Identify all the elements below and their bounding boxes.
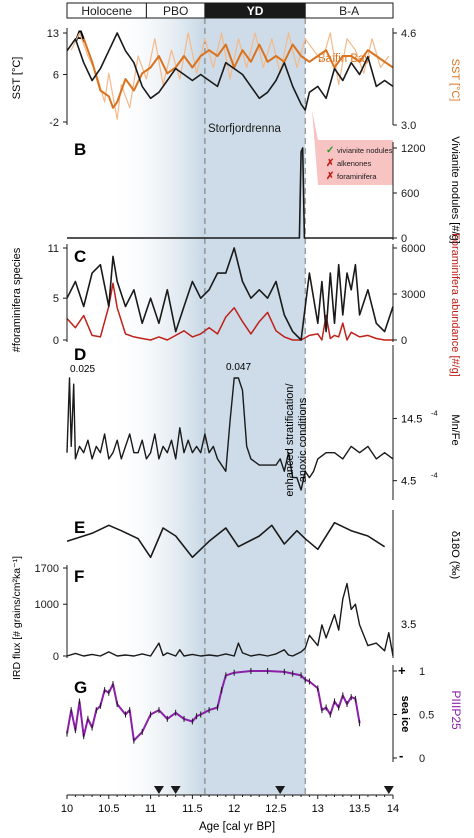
panel-g-right-tick-0: 1: [419, 666, 425, 678]
x-tick-label: 14: [387, 803, 399, 815]
foram-species-line: [66, 247, 394, 341]
storfjordrenna-label: Storfjordrenna: [208, 123, 281, 135]
panel-b-letter: B: [74, 140, 86, 159]
panel-a-right-label: SST [°C]: [449, 59, 461, 102]
panel-f-left-tick-2: 0: [53, 651, 59, 663]
period-header: Holocene PBO YD B-A: [66, 2, 394, 19]
d18o-line: [66, 521, 386, 559]
panel-d-letter: D: [74, 345, 86, 364]
ird-flux-line: [66, 582, 394, 657]
anoxic-annotation-line-2: anoxic conditions: [297, 397, 309, 482]
period-label-holocene: Holocene: [81, 4, 132, 18]
legend-label-2: foraminifera: [337, 172, 377, 181]
panel-c-left-tick-0: 11: [48, 243, 59, 255]
x-tick-label: 10: [61, 803, 73, 815]
period-label-b-a: B-A: [339, 4, 359, 18]
panel-b-legend: ✓ vivianite nodules✗ alkenones✗ foraminifer…: [312, 110, 393, 185]
panel-c-left-tick-2: 0: [53, 335, 59, 347]
mn-fe-line: [66, 377, 394, 491]
panel-a-left-tick-1: 6: [53, 70, 59, 82]
panel-c-left-label: #foraminifera species: [11, 247, 23, 352]
panel-d-right-label: Mn/Fe: [449, 414, 461, 445]
x-tick-label: 11: [145, 803, 156, 815]
legend-label-1: alkenones: [337, 159, 371, 168]
yd-band: [204, 18, 306, 795]
panel-e-right-label: δ18O (‰): [449, 531, 461, 579]
x-tick-label: 13.5: [349, 803, 370, 815]
legend-callout-shape: [312, 110, 393, 185]
panel-f-right-tick-0: 3.5: [401, 619, 416, 631]
period-box-b-a: [304, 2, 394, 19]
x-tick-label: 13: [312, 803, 324, 815]
panel-e: E: [74, 518, 85, 537]
panel-b: B: [74, 140, 86, 159]
pbo-gradient-band: [108, 18, 205, 795]
panel-a-right-tick-0: 4.6: [401, 28, 416, 40]
age-control-marker: [170, 786, 181, 794]
panel-g-letter: G: [74, 678, 87, 697]
age-control-marker: [153, 786, 164, 794]
x-tick-label: 12.5: [265, 803, 286, 815]
age-control-marker: [275, 786, 286, 794]
x-tick-label: 10.5: [98, 803, 119, 815]
panel-c-right-tick-1: 3000: [401, 289, 425, 301]
sea-ice-minus: -: [399, 748, 403, 763]
age-control-marker: [383, 786, 394, 794]
peak-label-0025: 0.025: [70, 364, 95, 375]
legend-mark-0: ✓: [326, 145, 334, 156]
panel-a-left-tick-2: -2: [49, 117, 59, 129]
panel-f-left-label: IRD flux [# grains/cm²ka⁻¹]: [11, 556, 23, 680]
pip25-line: [66, 670, 361, 742]
panel-c-letter: C: [74, 247, 86, 266]
panel-f-left-tick-0: 1700: [35, 563, 59, 575]
panel-d-right-tick-1: 4.5: [401, 476, 416, 488]
x-axis-label: Age [cal yr BP]: [199, 821, 275, 833]
panel-d-right-tick-exp-1: -4: [431, 471, 438, 480]
sea-ice-plus: +: [398, 663, 406, 678]
storfjordrenna-line: [66, 32, 394, 111]
panel-g-right-tick-1: 0.5: [419, 710, 434, 722]
panel-f-letter: F: [74, 567, 84, 586]
period-label-yd: YD: [247, 4, 264, 18]
panel-c-right-label: Foraminifera abundance [#/g]: [449, 233, 461, 377]
panel-f-left-tick-1: 1000: [35, 599, 59, 611]
panel-a-right-tick-1: 3.0: [401, 120, 416, 132]
period-label-pbo: PBO: [163, 4, 188, 18]
panel-g-right-label: PIIIP25: [449, 690, 463, 730]
panel-b-right-tick-2: 0: [401, 233, 407, 245]
panel-d: D: [74, 345, 86, 364]
panel-c-left-tick-1: 5: [53, 293, 59, 305]
generated-marks: 136-24.63.012006000115060003000014.5-44.…: [35, 28, 438, 815]
baffin-bay-raw-line: [70, 32, 390, 120]
panel-g: G: [74, 678, 87, 697]
panel-f: F: [74, 567, 84, 586]
panel-b-right-tick-1: 600: [401, 188, 419, 200]
legend-mark-1: ✗: [326, 158, 334, 169]
peak-label-0047: 0.047: [226, 362, 251, 373]
baffin-bay-smooth-line: [82, 38, 394, 109]
legend-mark-2: ✗: [326, 171, 334, 182]
panel-g-right-tick-2: 0: [419, 753, 425, 765]
foram-abundance-line: [66, 282, 393, 341]
panel-c-right-tick-2: 0: [401, 335, 407, 347]
panel-d-right-tick-exp-0: -4: [431, 408, 438, 417]
panel-d-right-tick-0: 14.5: [401, 413, 422, 425]
legend-label-0: vivianite nodules: [337, 146, 393, 155]
x-tick-label: 11.5: [182, 803, 203, 815]
panel-c-right-tick-0: 6000: [401, 243, 425, 255]
panel-a-left-tick-0: 13: [47, 28, 59, 40]
panel-c: C: [74, 247, 86, 266]
vivianite-line: [67, 147, 393, 239]
x-tick-label: 12: [228, 803, 240, 815]
panel-a-left-label: SST [°C]: [11, 57, 23, 100]
sea-ice-label: sea ice: [399, 696, 411, 733]
anoxic-annotation-line-1: enhanced stratification/: [284, 383, 296, 497]
panel-b-right-label: Vivianite nodules [#/g]: [449, 136, 461, 243]
panel-b-right-tick-0: 1200: [401, 143, 425, 155]
panel-e-letter: E: [74, 518, 85, 537]
